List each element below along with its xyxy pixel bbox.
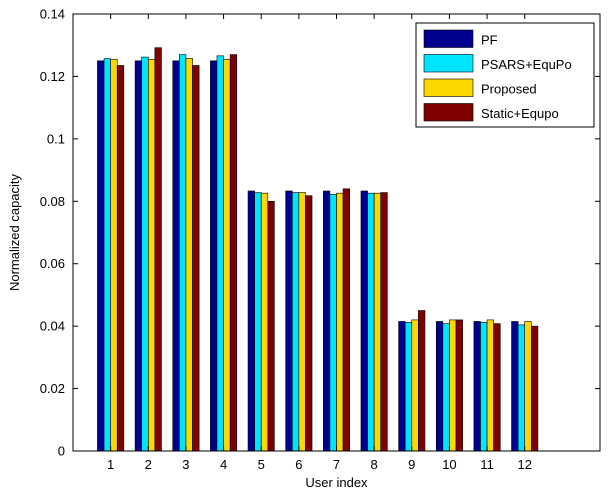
bar <box>323 190 331 452</box>
x-tick-label: 5 <box>258 457 265 472</box>
bar <box>442 323 450 452</box>
legend-swatch <box>423 54 474 73</box>
bar <box>473 321 481 452</box>
bar <box>305 195 313 452</box>
bar <box>210 60 218 452</box>
bar <box>254 192 262 452</box>
bar <box>185 58 193 452</box>
x-tick-label: 9 <box>408 457 415 472</box>
legend-label: PF <box>481 32 498 47</box>
x-tick-label: 6 <box>295 457 302 472</box>
bar <box>329 194 337 452</box>
bar <box>260 192 269 452</box>
bar <box>404 322 413 452</box>
bar <box>398 321 406 452</box>
bar <box>267 200 275 452</box>
y-tick-label: 0.1 <box>47 131 65 146</box>
y-tick-label: 0.06 <box>40 256 65 271</box>
y-tick-label: 0.08 <box>40 194 65 209</box>
bar <box>141 56 149 452</box>
bar <box>110 58 118 452</box>
bar <box>511 321 519 452</box>
x-tick-label: 8 <box>371 457 378 472</box>
x-tick-label: 3 <box>182 457 189 472</box>
bar <box>524 321 532 452</box>
bar <box>285 190 293 452</box>
bar <box>449 319 457 452</box>
bar <box>336 192 344 452</box>
legend-swatch <box>423 29 474 48</box>
x-tick-label: 7 <box>333 457 340 472</box>
y-axis-label: Normalized capacity <box>7 173 22 291</box>
bar <box>291 192 300 452</box>
bar <box>179 54 187 452</box>
bar <box>247 190 255 452</box>
bar <box>134 60 143 452</box>
bar <box>360 190 368 452</box>
y-tick-label: 0.04 <box>40 319 65 334</box>
bar <box>480 322 488 452</box>
bar <box>380 192 388 452</box>
bar <box>97 60 105 452</box>
legend-label: Proposed <box>481 81 537 96</box>
x-tick-label: 12 <box>517 457 531 472</box>
x-tick-label: 10 <box>442 457 456 472</box>
x-tick-label: 4 <box>220 457 227 472</box>
y-tick-label: 0.02 <box>40 381 65 396</box>
bar <box>517 324 526 452</box>
x-tick-label: 11 <box>480 457 494 472</box>
bar <box>298 192 306 452</box>
bar <box>147 58 156 452</box>
bar <box>229 54 238 452</box>
bar <box>530 325 539 452</box>
legend-label: PSARS+EquPo <box>481 57 572 72</box>
y-tick-label: 0.12 <box>40 69 65 84</box>
bar <box>373 192 382 452</box>
bar <box>418 310 426 452</box>
x-tick-label: 2 <box>145 457 152 472</box>
legend: PF PSARS+EquPo Proposed Static+Equpo <box>415 22 595 128</box>
bar <box>367 192 375 452</box>
bar <box>116 65 125 452</box>
bar <box>192 65 200 452</box>
bar <box>342 188 350 452</box>
x-tick-label: 1 <box>107 457 114 472</box>
bar <box>411 319 419 452</box>
bar <box>154 47 162 452</box>
bar <box>172 60 180 452</box>
ticks-layer: 1 2 3 4 5 6 7 8 9 10 11 1200.020.040.060.080.10.120… <box>40 7 600 472</box>
bar <box>216 55 224 452</box>
legend-label: Static+Equpo <box>481 106 559 121</box>
bar <box>103 58 111 452</box>
bar <box>486 319 494 452</box>
y-tick-label: 0 <box>58 444 65 459</box>
bar <box>455 319 463 452</box>
x-axis-label: User index <box>305 475 368 490</box>
y-tick-label: 0.14 <box>40 7 65 22</box>
legend-swatch <box>423 78 474 97</box>
bar <box>493 323 501 452</box>
legend-swatch <box>423 103 474 122</box>
bar <box>223 58 231 452</box>
bar <box>435 321 444 452</box>
